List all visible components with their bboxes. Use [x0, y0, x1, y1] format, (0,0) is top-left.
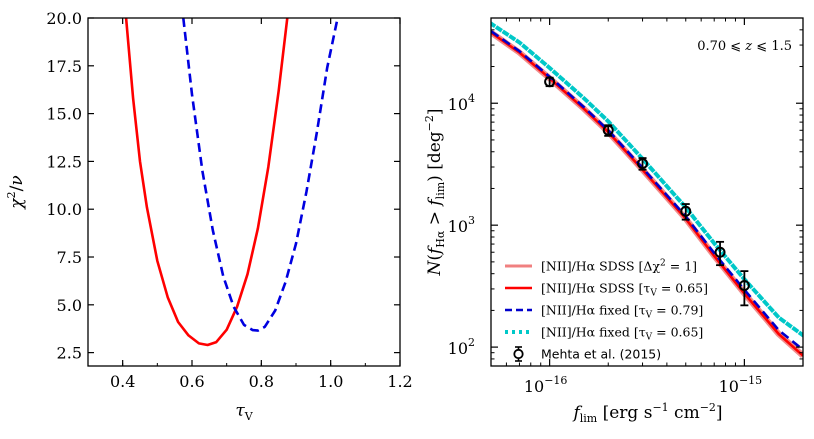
right-panel: 10−16 10−15 102 103 104 0.70 ⩽ z ⩽ 1.5 [NII]… — [423, 17, 804, 425]
right-x-axis-label: flim [erg s−1 cm−2] — [571, 401, 722, 425]
mehta-data-point — [544, 76, 556, 88]
legend-label: [NII]/Hα SDSS [Δχ2 = 1] — [541, 259, 697, 274]
right-series-1 — [491, 31, 803, 357]
left-y-tick-label: 15.0 — [46, 105, 82, 124]
legend-label: [NII]/Hα fixed [τV = 0.79] — [541, 303, 703, 321]
mehta-data-point — [714, 246, 726, 258]
left-y-tick-label: 7.5 — [57, 248, 82, 267]
left-x-tick-label: 1.0 — [318, 372, 343, 391]
left-x-tick-label: 1.2 — [387, 372, 412, 391]
right-series-2 — [491, 30, 803, 351]
left-y-tick-label: 12.5 — [46, 152, 82, 171]
legend: [NII]/Hα SDSS [Δχ2 = 1] [NII]/Hα SDSS [τV… — [505, 259, 708, 362]
left-y-tick-label: 2.5 — [57, 344, 82, 363]
left-y-tick-label: 5.0 — [57, 296, 82, 315]
redshift-annotation: 0.70 ⩽ z ⩽ 1.5 — [697, 39, 792, 54]
right-y-axis-label: N(fHα > flim) [deg−2] — [423, 108, 447, 276]
left-y-axis-label: χ2/ν — [5, 175, 27, 209]
left-y-tick-label: 10.0 — [46, 200, 82, 219]
left-plot-frame — [87, 17, 401, 367]
left-panel: 0.4 0.6 0.8 1.0 1.2 2.5 5.0 7.5 10.0 12.5 15.0 17.5… — [5, 9, 413, 423]
left-series-fixed — [182, 18, 339, 332]
legend-label: [NII]/Hα fixed [τV = 0.65] — [541, 325, 703, 343]
mehta-data-point — [602, 124, 614, 136]
legend-swatch-marker — [513, 348, 524, 360]
legend-label: Mehta et al. (2015) — [541, 347, 661, 362]
left-x-tick-label: 0.8 — [249, 372, 274, 391]
left-x-axis-label: τV — [235, 401, 253, 423]
left-x-tick-label: 0.6 — [179, 372, 204, 391]
right-plot-frame — [490, 17, 804, 367]
left-x-tick-label: 0.4 — [110, 372, 135, 391]
left-y-tick-label: 20.0 — [46, 9, 82, 28]
legend-label: [NII]/Hα SDSS [τV = 0.65] — [541, 281, 708, 299]
right-y-tick-label: 104 — [448, 92, 475, 114]
right-y-tick-label: 103 — [448, 214, 475, 236]
right-x-tick-label: 10−16 — [524, 374, 568, 396]
mehta-data-point — [637, 158, 649, 170]
left-y-tick-label: 17.5 — [46, 57, 82, 76]
right-x-tick-label: 10−15 — [719, 374, 763, 396]
mehta-data-point — [738, 280, 750, 292]
mehta-data-point — [680, 205, 692, 217]
right-y-tick-label: 102 — [448, 336, 475, 358]
left-series-sdss — [124, 18, 289, 347]
